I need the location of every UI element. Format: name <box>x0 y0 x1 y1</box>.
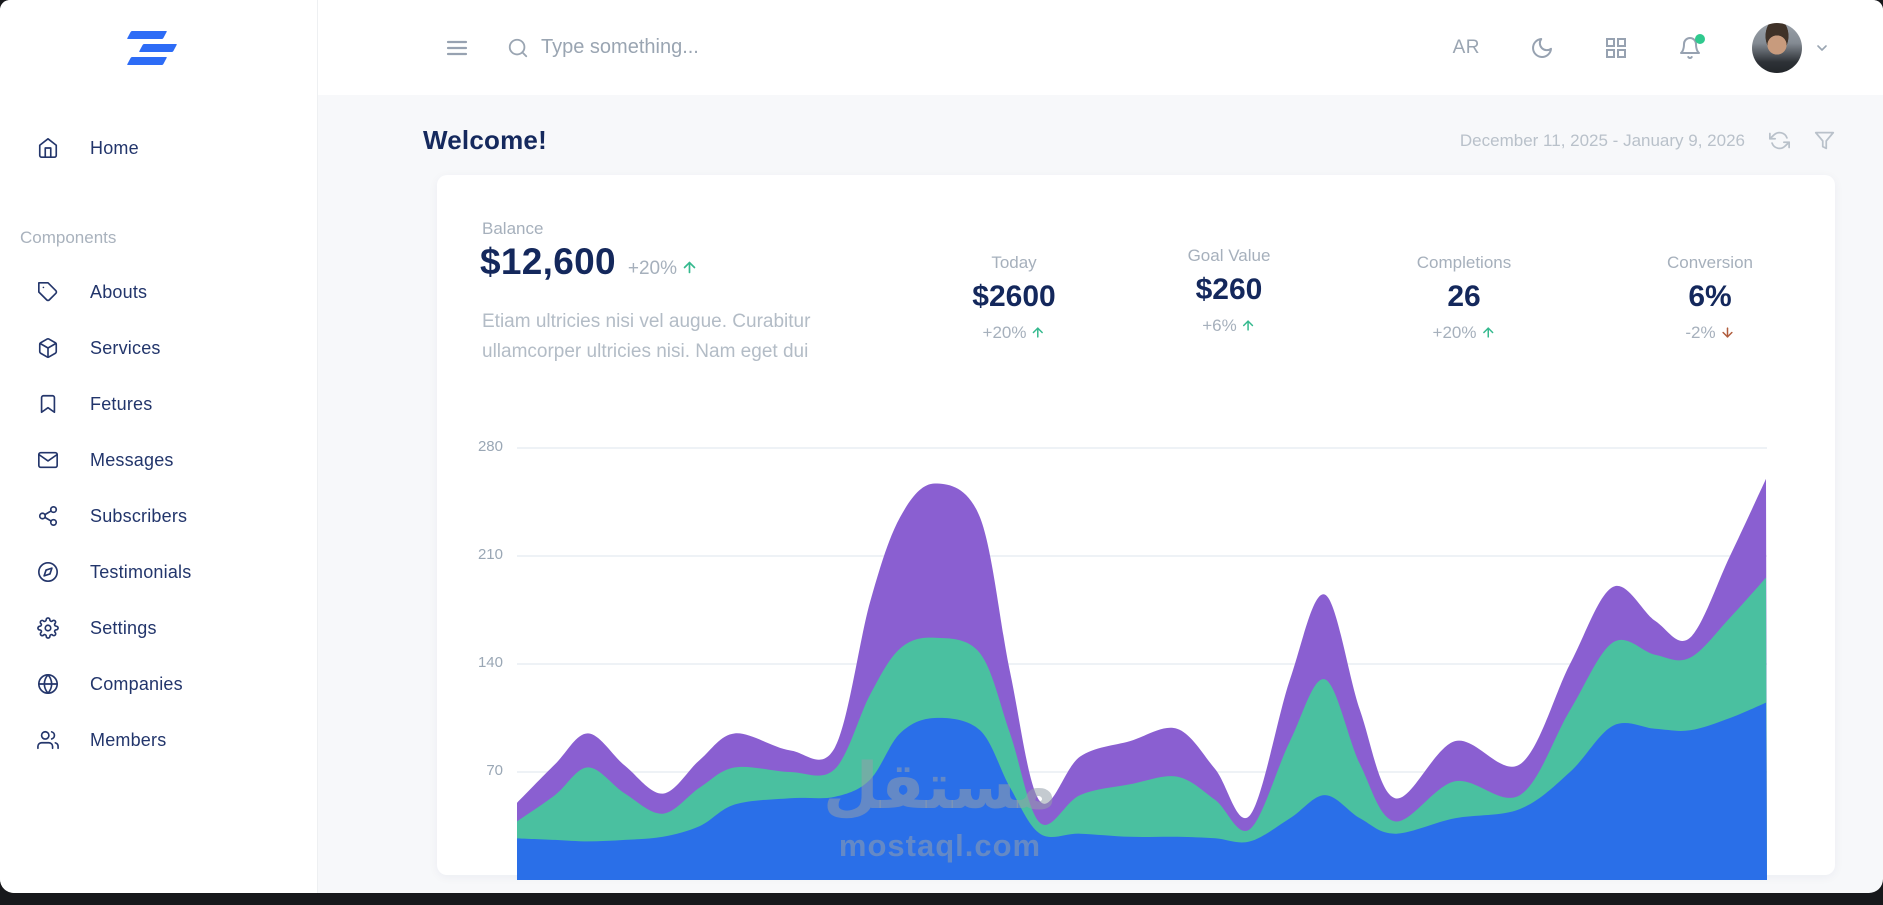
grid-icon <box>1604 36 1628 60</box>
topbar-actions: AR <box>1452 22 1830 73</box>
compass-icon <box>37 561 59 583</box>
sidebar-item-testimonials[interactable]: Testimonials <box>0 544 317 600</box>
hamburger-icon <box>445 36 469 60</box>
stat-goal-value: Goal Value $260 +6% <box>1188 246 1271 336</box>
main-content: AR <box>318 0 1883 893</box>
arrow-up-icon <box>1241 318 1256 333</box>
brand-logo-icon[interactable] <box>126 26 189 70</box>
sidebar-item-label: Home <box>90 137 139 158</box>
sidebar-item-label: Companies <box>90 673 183 694</box>
sidebar-item-label: Settings <box>90 617 157 638</box>
arrow-up-icon <box>1480 325 1495 340</box>
sidebar-item-label: Services <box>90 337 161 358</box>
stat-value: $260 <box>1195 273 1263 306</box>
page-title: Welcome! <box>423 125 547 155</box>
balance: $12,600 +20% <box>480 241 698 283</box>
gear-icon <box>37 617 59 639</box>
arrow-up-icon <box>681 259 698 276</box>
refresh-icon <box>1769 130 1790 151</box>
sidebar-item-settings[interactable]: Settings <box>0 600 317 656</box>
stat-change: +6% <box>1188 316 1271 336</box>
stat-change: +20% <box>1417 323 1512 343</box>
balance-description: Etiam ultricies nisi vel augue. Curabitu… <box>482 311 811 362</box>
date-range-controls: December 11, 2025 - January 9, 2026 <box>1460 130 1835 151</box>
stat-conversion: Conversion 6% -2% <box>1667 253 1753 343</box>
moon-icon <box>1530 36 1554 60</box>
stat-label: Conversion <box>1667 253 1753 272</box>
sidebar-item-messages[interactable]: Messages <box>0 432 317 488</box>
area-chart: 70 140 210 280 <box>437 438 1835 880</box>
sidebar-item-fetures[interactable]: Fetures <box>0 376 317 432</box>
sidebar-section-label: Components <box>20 228 117 247</box>
home-icon <box>37 137 59 159</box>
dark-mode-button[interactable] <box>1530 36 1554 60</box>
avatar <box>1752 22 1802 73</box>
sidebar-item-abouts[interactable]: Abouts <box>0 264 317 320</box>
balance-value: $12,600 <box>480 241 616 282</box>
sidebar-item-home[interactable]: Home <box>0 120 317 176</box>
sidebar-item-services[interactable]: Services <box>0 320 317 376</box>
page-header: Welcome! December 11, 2025 - January 9, … <box>318 125 1883 156</box>
arrow-up-icon <box>1030 325 1045 340</box>
language-selector[interactable]: AR <box>1452 36 1480 58</box>
stat-value: 6% <box>1688 280 1732 313</box>
mail-icon <box>37 449 59 471</box>
menu-toggle-button[interactable] <box>445 36 469 60</box>
sidebar-item-subscribers[interactable]: Subscribers <box>0 488 317 544</box>
balance-label: Balance <box>482 219 544 238</box>
sidebar: Home Components Abouts Services Fetures <box>0 0 318 893</box>
users-icon <box>37 729 59 751</box>
notification-badge <box>1695 33 1705 44</box>
sidebar-item-label: Abouts <box>90 281 148 302</box>
stat-label: Goal Value <box>1187 246 1271 265</box>
filter-icon <box>1814 130 1835 151</box>
y-axis-labels: 70 140 210 280 <box>437 438 503 880</box>
arrow-down-icon <box>1720 325 1735 340</box>
y-tick-label: 70 <box>486 762 503 779</box>
date-range[interactable]: December 11, 2025 - January 9, 2026 <box>1459 130 1745 150</box>
topbar: AR <box>318 0 1883 95</box>
stat-today: Today $2600 +20% <box>972 253 1055 343</box>
sidebar-item-label: Testimonials <box>90 561 192 582</box>
bell-icon <box>1678 36 1702 60</box>
refresh-button[interactable] <box>1769 130 1790 151</box>
share-icon <box>37 505 59 527</box>
globe-icon <box>37 673 59 695</box>
sidebar-item-label: Members <box>90 729 167 750</box>
tag-icon <box>37 281 59 303</box>
chevron-down-icon <box>1814 40 1830 56</box>
user-menu[interactable] <box>1752 22 1830 73</box>
sidebar-item-label: Messages <box>90 449 174 470</box>
search-input[interactable] <box>541 36 961 59</box>
search-bar <box>507 36 1453 59</box>
area-chart-svg[interactable] <box>517 442 1767 880</box>
sidebar-item-label: Subscribers <box>90 505 188 526</box>
stat-change: +20% <box>972 323 1055 343</box>
box-icon <box>37 337 59 359</box>
stat-completions: Completions 26 +20% <box>1417 253 1512 343</box>
sidebar-item-members[interactable]: Members <box>0 712 317 768</box>
bookmark-icon <box>37 393 59 415</box>
search-icon <box>507 37 529 59</box>
stat-change: -2% <box>1667 323 1753 343</box>
sidebar-item-label: Fetures <box>90 393 153 414</box>
stat-label: Completions <box>1416 253 1512 272</box>
apps-grid-button[interactable] <box>1604 36 1628 60</box>
y-tick-label: 210 <box>477 546 503 563</box>
sidebar-nav: Home Components Abouts Services Fetures <box>0 120 317 768</box>
stat-value: $2600 <box>972 280 1056 313</box>
balance-change: +20% <box>628 258 698 280</box>
sidebar-item-companies[interactable]: Companies <box>0 656 317 712</box>
y-tick-label: 280 <box>477 438 503 455</box>
stat-label: Today <box>991 253 1037 272</box>
overview-card: Balance $12,600 +20% Etiam ultricies nis… <box>437 175 1835 880</box>
y-tick-label: 140 <box>477 654 503 671</box>
stat-value: 26 <box>1447 280 1481 313</box>
filter-button[interactable] <box>1814 130 1835 151</box>
notifications-button[interactable] <box>1678 33 1705 60</box>
